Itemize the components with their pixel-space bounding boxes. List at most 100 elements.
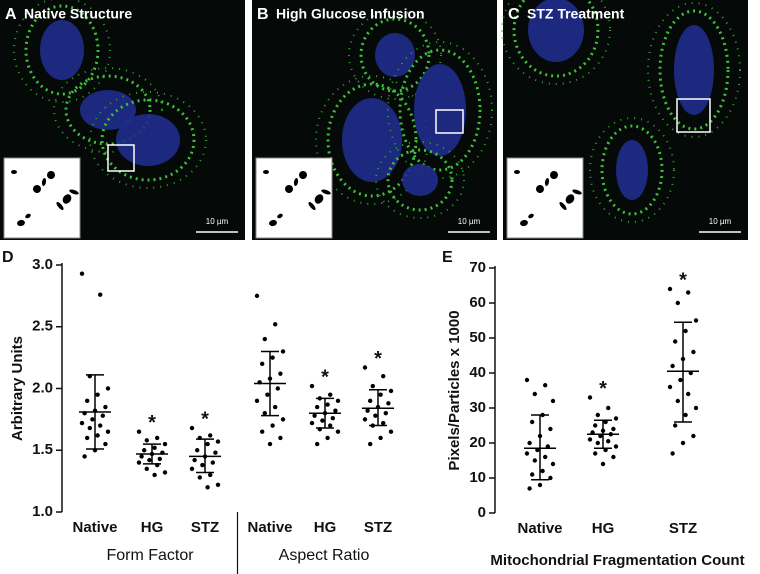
- inset-blob: [25, 213, 31, 219]
- data-point: [90, 417, 95, 422]
- inset-blob: [565, 194, 575, 204]
- mitochondria: [600, 124, 664, 216]
- y-tick-label: 1.0: [32, 503, 53, 520]
- x-tick-label: Native: [247, 519, 292, 536]
- y-tick-label: 60: [469, 294, 486, 311]
- data-point: [693, 318, 699, 323]
- data-point: [189, 425, 195, 431]
- data-point: [673, 423, 678, 428]
- data-point: [600, 461, 606, 467]
- data-point: [215, 482, 221, 488]
- data-point: [205, 441, 210, 447]
- x-tick-label: STZ: [191, 519, 219, 536]
- nucleus: [402, 164, 438, 196]
- data-point: [85, 398, 90, 404]
- mitochondria: [53, 67, 163, 153]
- data-point: [667, 286, 673, 292]
- panel-letter: C: [508, 6, 520, 23]
- data-point: [673, 339, 678, 344]
- data-point: [386, 401, 391, 406]
- y-axis-label: Pixels/Particles x 1000: [446, 310, 463, 470]
- y-tick-label: 20: [469, 434, 486, 451]
- data-point: [378, 392, 383, 397]
- data-point: [675, 398, 680, 404]
- data-point: [587, 395, 593, 400]
- data-point: [144, 466, 149, 471]
- data-point: [162, 470, 168, 475]
- mitochondria: [100, 98, 196, 182]
- mitochondria: [512, 0, 600, 78]
- inset-blob: [299, 171, 307, 179]
- data-point: [328, 423, 333, 428]
- data-point: [105, 386, 111, 391]
- roi-box: [435, 109, 464, 134]
- data-point: [388, 388, 394, 394]
- data-point: [524, 377, 530, 383]
- data-point: [537, 482, 543, 488]
- x-tick-label: HG: [592, 520, 615, 537]
- panel-letter: D: [2, 249, 14, 266]
- inset-blob: [536, 185, 544, 193]
- data-point: [315, 441, 320, 447]
- data-point: [381, 373, 386, 379]
- data-point: [79, 420, 85, 426]
- significance-marker: *: [321, 366, 329, 388]
- mitochondria: [658, 9, 730, 131]
- inset-blob: [520, 219, 528, 227]
- inset-blob: [550, 171, 558, 179]
- data-point: [273, 322, 278, 327]
- mitochondria: [359, 17, 431, 93]
- data-point: [383, 411, 388, 416]
- data-point: [691, 433, 696, 439]
- data-point: [144, 438, 149, 443]
- nucleus: [342, 98, 402, 182]
- data-point: [667, 384, 673, 390]
- data-point: [195, 448, 200, 453]
- roi-box: [676, 98, 711, 133]
- data-point: [157, 456, 162, 462]
- inset-blob: [263, 170, 269, 174]
- data-point: [593, 451, 598, 456]
- mitochondria: [64, 74, 152, 146]
- x-tick-label: Native: [517, 520, 562, 537]
- data-point: [543, 383, 548, 388]
- inset-blob: [17, 219, 25, 227]
- panel-letter: A: [5, 6, 17, 23]
- inset-blob: [559, 201, 567, 211]
- data-point: [587, 437, 593, 442]
- data-point: [595, 440, 600, 446]
- data-point: [325, 402, 330, 407]
- data-point: [278, 371, 283, 376]
- data-point: [530, 419, 535, 425]
- y-tick-label: 3.0: [32, 256, 53, 273]
- nucleus: [528, 0, 584, 62]
- y-tick-label: 2.5: [32, 318, 53, 335]
- data-point: [95, 433, 100, 438]
- data-point: [309, 383, 315, 389]
- data-point: [312, 413, 317, 418]
- data-point: [683, 412, 688, 418]
- data-point: [280, 417, 286, 422]
- data-point: [686, 391, 691, 397]
- data-point: [550, 461, 556, 467]
- x-tick-label: STZ: [669, 520, 697, 537]
- y-tick-label: 2.0: [32, 379, 53, 396]
- data-point: [328, 392, 333, 397]
- panel-letter: E: [442, 249, 453, 266]
- data-point: [670, 363, 675, 369]
- data-point: [333, 408, 338, 413]
- data-point: [79, 271, 85, 276]
- data-point: [686, 290, 691, 295]
- mitochondria: [501, 0, 611, 85]
- data-point: [103, 404, 108, 410]
- nucleus: [674, 25, 714, 115]
- y-tick-label: 1.5: [32, 441, 53, 458]
- data-point: [613, 444, 619, 449]
- group-label: Form Factor: [106, 547, 194, 564]
- nucleus: [616, 140, 648, 200]
- data-point: [606, 439, 611, 444]
- mitochondria: [24, 4, 100, 96]
- data-point: [197, 475, 202, 480]
- panel-title: STZ Treatment: [527, 6, 625, 22]
- data-point: [213, 450, 218, 455]
